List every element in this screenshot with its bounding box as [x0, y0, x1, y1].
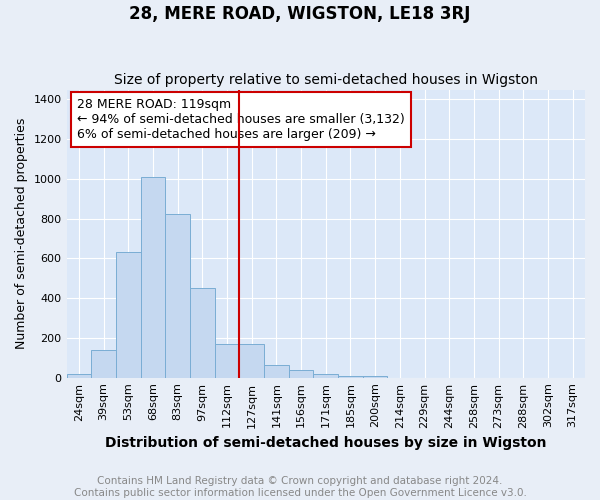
- Bar: [140, 177, 165, 378]
- Y-axis label: Number of semi-detached properties: Number of semi-detached properties: [15, 118, 28, 350]
- Bar: [363, 376, 388, 378]
- Bar: [313, 374, 338, 378]
- Bar: [190, 288, 215, 378]
- Bar: [165, 214, 190, 378]
- Title: Size of property relative to semi-detached houses in Wigston: Size of property relative to semi-detach…: [114, 73, 538, 87]
- Bar: [116, 252, 140, 378]
- Bar: [239, 344, 264, 378]
- X-axis label: Distribution of semi-detached houses by size in Wigston: Distribution of semi-detached houses by …: [105, 436, 547, 450]
- Bar: [91, 350, 116, 378]
- Bar: [215, 344, 239, 378]
- Text: Contains HM Land Registry data © Crown copyright and database right 2024.
Contai: Contains HM Land Registry data © Crown c…: [74, 476, 526, 498]
- Text: 28 MERE ROAD: 119sqm
← 94% of semi-detached houses are smaller (3,132)
6% of sem: 28 MERE ROAD: 119sqm ← 94% of semi-detac…: [77, 98, 404, 141]
- Bar: [289, 370, 313, 378]
- Bar: [338, 376, 363, 378]
- Bar: [264, 365, 289, 378]
- Text: 28, MERE ROAD, WIGSTON, LE18 3RJ: 28, MERE ROAD, WIGSTON, LE18 3RJ: [130, 5, 470, 23]
- Bar: [67, 374, 91, 378]
